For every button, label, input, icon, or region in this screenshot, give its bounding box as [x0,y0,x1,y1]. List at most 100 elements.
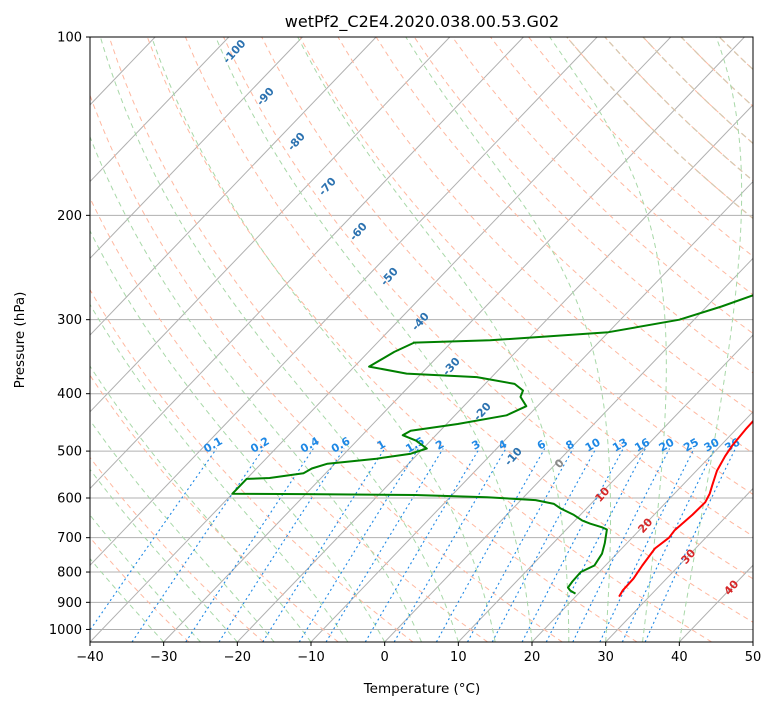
y-tick-label: 100 [57,31,82,46]
dry-adiabat-line [451,37,753,335]
moist-adiabat-label: -60 [347,220,370,244]
moist-adiabat-line [405,37,612,642]
moist-adiabat-label: -50 [378,265,401,289]
isotherm-line [605,487,753,642]
moist-adiabat-label: -90 [254,85,277,109]
moist-adiabat-line [90,419,275,642]
isotherm-line [90,37,524,490]
adiabat-label-layer: 0.1 0.2 0.4 0.6 1 1.5 2 3 4 6 8 10 13 16 20 25 30 36-100-… [201,37,742,598]
mixing-ratio-line [262,448,386,642]
moist-adiabat-label: -40 [409,310,432,334]
dry-adiabat-line [90,288,414,642]
x-tick-label: 40 [671,650,688,665]
moist-adiabat-line [90,557,165,642]
isotherm-line [90,37,303,260]
moist-adiabat-line [99,37,459,642]
moist-adiabat-line [90,468,238,642]
mixing-ratio-label: 4 [496,437,509,452]
x-tick-label: 0 [381,650,389,665]
dry-adiabat-line [642,37,753,145]
y-tick-label: 400 [57,387,82,402]
adiabat-line [718,37,753,71]
dry-adiabat-line [718,37,753,71]
moist-adiabat-line [297,37,570,642]
axis-layer: −40 −30 −20 −10 0 10 20 30 40 5010020030040050060… [49,31,761,666]
mixing-ratio-line [491,448,597,642]
plot-frame [89,36,754,643]
moist-adiabat-label: -70 [316,175,339,199]
dry-adiabat-label: 0 [552,456,567,471]
x-tick-label: −20 [224,650,251,665]
moist-adiabat-line [90,514,201,642]
y-tick-label: 700 [57,531,82,546]
x-tick-label: 20 [524,650,541,665]
mixing-ratio-label: 20 [657,435,677,454]
isotherm-line [0,37,8,642]
isotherm-line [236,104,753,642]
dewpoint-line [231,294,753,595]
dry-adiabat-line [413,37,753,374]
isotherm-line [310,180,753,642]
mixing-ratio-line [435,448,546,642]
mixing-ratio-line [599,448,695,642]
mixing-ratio-line [393,448,507,642]
isotherm-line [90,37,377,336]
moist-adiabat-line [678,37,743,642]
mixing-ratio-label: 0.6 [329,434,353,455]
isotherm-line [90,37,598,566]
y-tick-label: 500 [57,445,82,460]
moist-adiabat-line [151,37,496,642]
mixing-ratio-label: 0.1 [201,435,224,456]
mixing-ratio-label: 6 [535,437,548,452]
dry-adiabat-line [90,196,488,642]
mixing-ratio-label: 25 [681,436,701,455]
isotherm-line [752,641,753,642]
isotherm-line [384,257,753,642]
mixing-ratio-line [572,448,671,642]
moist-adiabat-line [90,135,422,642]
dry-adiabat-line [146,37,713,642]
mixing-ratio-line [298,448,419,642]
moist-adiabat-line [90,303,349,642]
temperature-line [618,419,753,598]
mixing-ratio-line [325,448,444,642]
y-tick-label: 600 [57,492,82,507]
x-tick-label: −30 [150,650,177,665]
dry-adiabat-line [90,536,190,642]
mixing-ratio-label: 3 [469,438,482,453]
isotherm-line [90,37,230,183]
x-tick-label: −40 [76,650,103,665]
moist-adiabat-line [90,229,386,642]
mixing-ratio-label: 16 [632,435,652,454]
mixing-ratio-label: 0.4 [298,434,322,455]
dry-adiabat-line [223,37,753,580]
dry-adiabat-line [261,37,753,537]
dry-adiabat-line [90,93,563,642]
mixing-ratio-line [521,448,624,642]
chart-title: wetPf2_C2E4.2020.038.00.53.G02 [285,12,559,32]
moist-adiabat-label: -80 [285,130,308,154]
y-tick-label: 800 [57,566,82,581]
isotherm-line [531,411,753,642]
mixing-ratio-label: 13 [610,436,630,455]
mixing-ratio-label: 8 [563,438,576,453]
x-tick-label: 10 [450,650,467,665]
isotherm-line [90,37,672,642]
dry-adiabat-line [90,456,264,642]
moist-adiabat-line [215,37,533,642]
moist-adiabat-line [549,37,667,642]
dry-adiabat-line [184,37,753,623]
adiabat-line [642,37,753,145]
dry-adiabat-line [337,37,753,454]
grid-layer [0,37,775,642]
mixing-ratio-label: 2 [433,438,446,453]
mixing-ratio-line [545,448,646,642]
y-axis-label: Pressure (hPa) [12,292,28,389]
mixing-ratio-line [467,448,574,642]
mixing-ratio-line [621,448,716,642]
dry-adiabat-line [108,37,638,642]
mixing-ratio-line [218,448,345,642]
x-axis-label: Temperature (°C) [363,681,481,697]
isotherm-line [163,37,745,642]
dry-adiabat-line [757,37,775,642]
